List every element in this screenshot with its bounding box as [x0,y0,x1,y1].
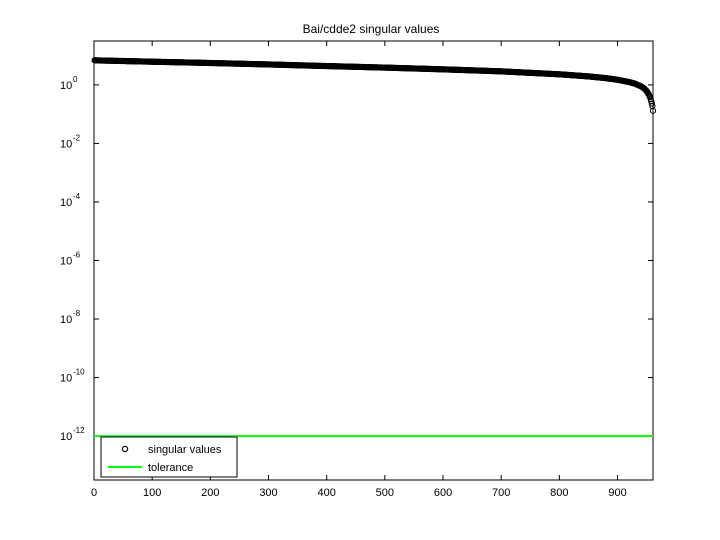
x-tick-label: 700 [492,487,510,499]
y-tick-label-base: 10 [60,138,72,150]
y-tick-label-exponent: -12 [73,426,85,435]
y-tick-label-exponent: -10 [73,368,85,377]
singular-value-point [648,100,655,107]
x-tick-label: 200 [201,487,219,499]
x-tick-label: 0 [91,487,97,499]
y-tick-label-base: 10 [60,256,72,268]
y-tick-label-base: 10 [60,431,72,443]
chart-title: Bai/cdde2 singular values [303,22,440,36]
x-tick-label: 500 [376,487,394,499]
y-tick-label-exponent: -2 [73,133,81,142]
x-tick-label: 900 [608,487,626,499]
legend-swatch-singular-values [121,445,129,453]
singular-values-points [91,57,657,114]
y-tick-label-base: 10 [60,80,72,92]
y-tick-label-exponent: -6 [73,251,81,260]
singular-value-point [649,107,657,114]
legend-entry-label: tolerance [148,462,193,474]
y-tick-label-exponent: 0 [73,75,78,84]
y-tick-label-base: 10 [60,197,72,209]
y-tick-label-base: 10 [60,373,72,385]
y-tick-label-exponent: -8 [73,309,81,318]
plot-area: 0 100 200 300 400 500 600 700 800 90010010-210-41… [60,40,657,499]
legend-entry-label: singular values [148,444,222,456]
y-tick-label-exponent: -4 [73,192,81,201]
x-tick-label: 800 [550,487,568,499]
x-tick-label: 600 [434,487,452,499]
legend: singular values tolerance [100,436,238,478]
x-tick-label: 100 [143,487,161,499]
x-tick-label: 300 [259,487,277,499]
legend-box [100,436,238,478]
x-tick-label: 400 [317,487,335,499]
y-tick-label-base: 10 [60,314,72,326]
